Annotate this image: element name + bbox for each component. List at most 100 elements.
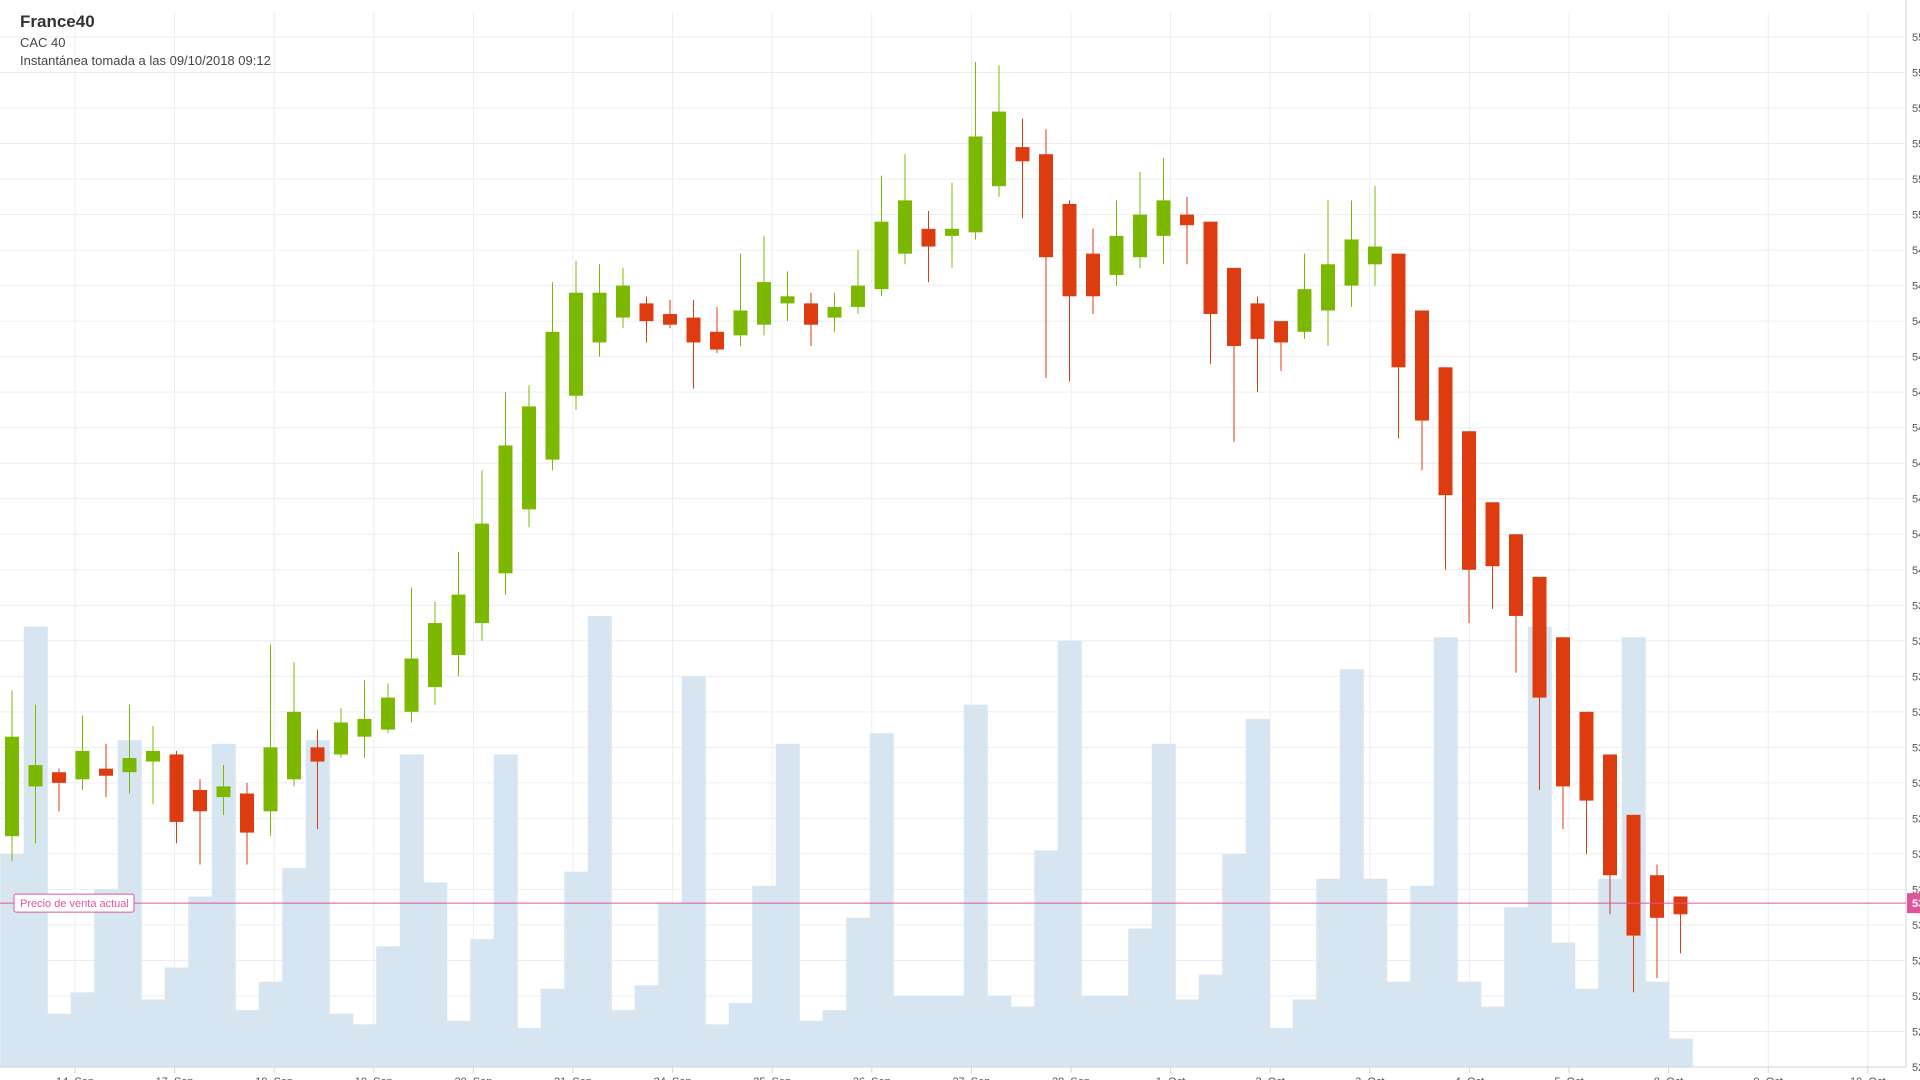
candle-up [381,683,395,734]
candle-body [122,758,137,773]
y-tick-label: 5490.00 [1912,245,1920,257]
candle-body [898,200,912,254]
volume-bar [1128,928,1153,1067]
candle-down [1532,576,1547,790]
candle-body [616,285,630,318]
y-tick-label: 5540.00 [1912,68,1920,80]
candle-down [1391,253,1406,439]
candle-body [592,292,607,343]
y-tick-label: 5390.00 [1912,600,1920,612]
candle-up [357,679,372,758]
candle-body [569,292,583,396]
current-price-tag-box [13,893,135,913]
x-tick-label: 4. Oct [1455,1076,1484,1080]
volume-bar [235,1010,260,1067]
y-tick-label: 5450.00 [1912,387,1920,399]
y-tick-label: 5380.00 [1912,636,1920,648]
candle-body [5,736,19,837]
candle-body [663,314,677,325]
y-tick-label: 5410.00 [1912,529,1920,541]
volume-bar [822,1010,847,1067]
volume-bar [1081,995,1129,1067]
x-tick-label: 25. Sep [753,1076,791,1080]
candle-up [263,644,278,837]
candle-up [874,175,889,297]
candle-body [1579,711,1594,801]
candle-body [1156,200,1171,236]
volume-bar [94,889,119,1067]
instrument-subtitle: CAC 40 [20,35,66,50]
volume-bar [188,896,213,1067]
candle-body [1180,214,1194,226]
candle-up [75,715,90,790]
volume-bar [916,995,965,1067]
x-tick-label: 24. Sep [654,1076,692,1080]
candle-down [1603,754,1617,915]
candle-up [592,264,607,357]
candle-up [1321,200,1335,346]
y-tick-label: 5270.00 [1912,1026,1920,1038]
candle-body [193,789,207,812]
y-tick-label: 5320.00 [1912,849,1920,861]
candles [5,61,1688,993]
candle-down [310,729,325,830]
y-tick-label: 5470.00 [1912,316,1920,328]
candle-down [1086,228,1100,315]
candle-down [686,299,701,389]
volume-bar [681,676,706,1067]
candle-down [1015,118,1030,219]
volume-bar [446,1020,471,1067]
y-tick-label: 5300.00 [1912,920,1920,932]
candle-down [804,292,818,346]
x-tick-label: 27. Sep [952,1076,990,1080]
volume-bar [963,704,988,1067]
candle-up [334,708,348,758]
volume-bar [540,988,565,1067]
volume-bar [564,871,589,1067]
instrument-title: France40 [20,12,95,31]
volume-bar [1363,878,1388,1067]
volume-bar [399,754,424,1067]
candle-down [1062,200,1077,382]
candle-down [1509,534,1523,673]
candle-down [52,768,66,812]
x-tick-label: 26. Sep [853,1076,891,1080]
candle-body [381,697,395,730]
candle-up [851,250,865,315]
candle-up [757,235,771,336]
candle-up [287,662,301,787]
candle-up [616,267,630,329]
candle-body [1109,235,1124,275]
y-tick-label: 5530.00 [1912,103,1920,115]
date-axis: 14. Sep 17. Sep 18. Sep 19. Sep 20. Sep 21. S… [0,1066,1906,1080]
volume-bar [846,917,871,1067]
volume-bar [1433,637,1458,1067]
candle-body [1532,576,1547,698]
volume-bar [1198,974,1223,1067]
candle-body [1673,896,1688,915]
candle-down [1462,431,1476,624]
candle-down [921,211,936,283]
candle-body [1321,264,1335,311]
y-tick-label: 5310.00 [1912,884,1920,896]
candle-body [334,722,348,755]
volume-bar [1269,1027,1294,1067]
candle-down [169,750,184,844]
x-tick-label: 20. Sep [454,1076,492,1080]
volume-bar [1668,1038,1693,1067]
y-tick-label: 5510.00 [1912,174,1920,186]
candle-body [75,750,90,780]
x-tick-label: 17. Sep [156,1076,194,1080]
candle-body [804,303,818,325]
y-tick-label: 5420.00 [1912,494,1920,506]
x-tick-label: 9. Oct [1754,1076,1783,1080]
candle-body [1344,239,1359,286]
candle-body [921,228,936,247]
volume-bar [587,615,612,1067]
y-tick-label: 5360.00 [1912,707,1920,719]
candle-down [1673,896,1688,954]
candle-down [1039,129,1053,378]
candle-up [968,61,983,240]
y-tick-label: 5460.00 [1912,352,1920,364]
